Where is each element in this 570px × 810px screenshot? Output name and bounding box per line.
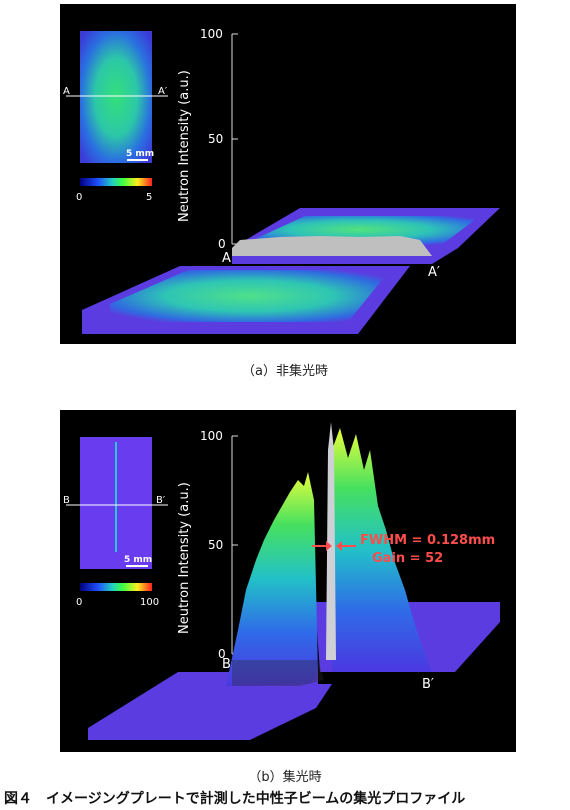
y-tick-label-0-b: 0 (218, 647, 226, 661)
inset-line-left-label-b: B (63, 495, 70, 506)
y-tick-label-50-a: 50 (208, 132, 223, 146)
figure-title: 図４ イメージングプレートで計測した中性子ビームの集光プロファイル (4, 791, 466, 807)
y-tick-label-0-a: 0 (218, 237, 226, 251)
profile-right-label-b: B′ (422, 677, 434, 692)
y-tick-label-50-b: 50 (208, 538, 223, 552)
caption-b: （b）集光時 (248, 770, 322, 785)
y-tick-label-100-b: 100 (200, 429, 223, 443)
colorbar-min-b: 0 (76, 597, 82, 608)
colorbar-max-a: 5 (146, 192, 152, 203)
profile-base-b (232, 660, 324, 686)
y-tick-label-100-a: 100 (200, 27, 223, 41)
profile-left-label-a: A (222, 251, 231, 266)
panel-b-plot: B B′ 5 mm 0 100 0 50 100 Neutron Intensi… (63, 422, 500, 740)
profile-curve-a (232, 236, 432, 256)
panel-a-non-focused: A A′ 5 mm 0 5 0 50 100 Neutron Intensity… (60, 4, 516, 344)
caption-a: （a）非集光時 (242, 364, 328, 379)
peak-ridge-front-b (226, 472, 318, 686)
fwhm-arrowhead-right (336, 541, 342, 551)
colorbar-b (80, 583, 152, 591)
panel-b-focused: B B′ 5 mm 0 100 0 50 100 Neutron Intensi… (60, 410, 516, 752)
y-axis-label-a: Neutron Intensity (a.u.) (177, 70, 192, 222)
peak-ridge-back-b (332, 428, 432, 672)
profile-left-label-b: B (222, 657, 231, 672)
inset-line-left-label: A (63, 86, 70, 97)
fwhm-arrowhead-left (326, 541, 332, 551)
colorbar-a (80, 178, 152, 186)
colorbar-min-a: 0 (76, 192, 82, 203)
inset-line-right-label-b: B′ (156, 495, 166, 506)
front-surface-a (110, 270, 390, 322)
colorbar-max-b: 100 (140, 597, 159, 608)
gain-annotation: Gain = 52 (372, 551, 443, 566)
central-peak-b (326, 422, 336, 660)
inset-line-right-label: A′ (158, 86, 168, 97)
inset-scale-label-b: 5 mm (124, 555, 152, 565)
y-axis-label-b: Neutron Intensity (a.u.) (177, 482, 192, 634)
front-plate-b (88, 672, 332, 740)
panel-a-plot: A A′ 5 mm 0 5 0 50 100 Neutron Intensity… (63, 27, 500, 334)
inset-image-a (80, 31, 152, 163)
profile-right-label-a: A′ (428, 265, 440, 280)
inset-scale-label-a: 5 mm (126, 149, 154, 159)
fwhm-annotation: FWHM = 0.128mm (360, 533, 495, 548)
